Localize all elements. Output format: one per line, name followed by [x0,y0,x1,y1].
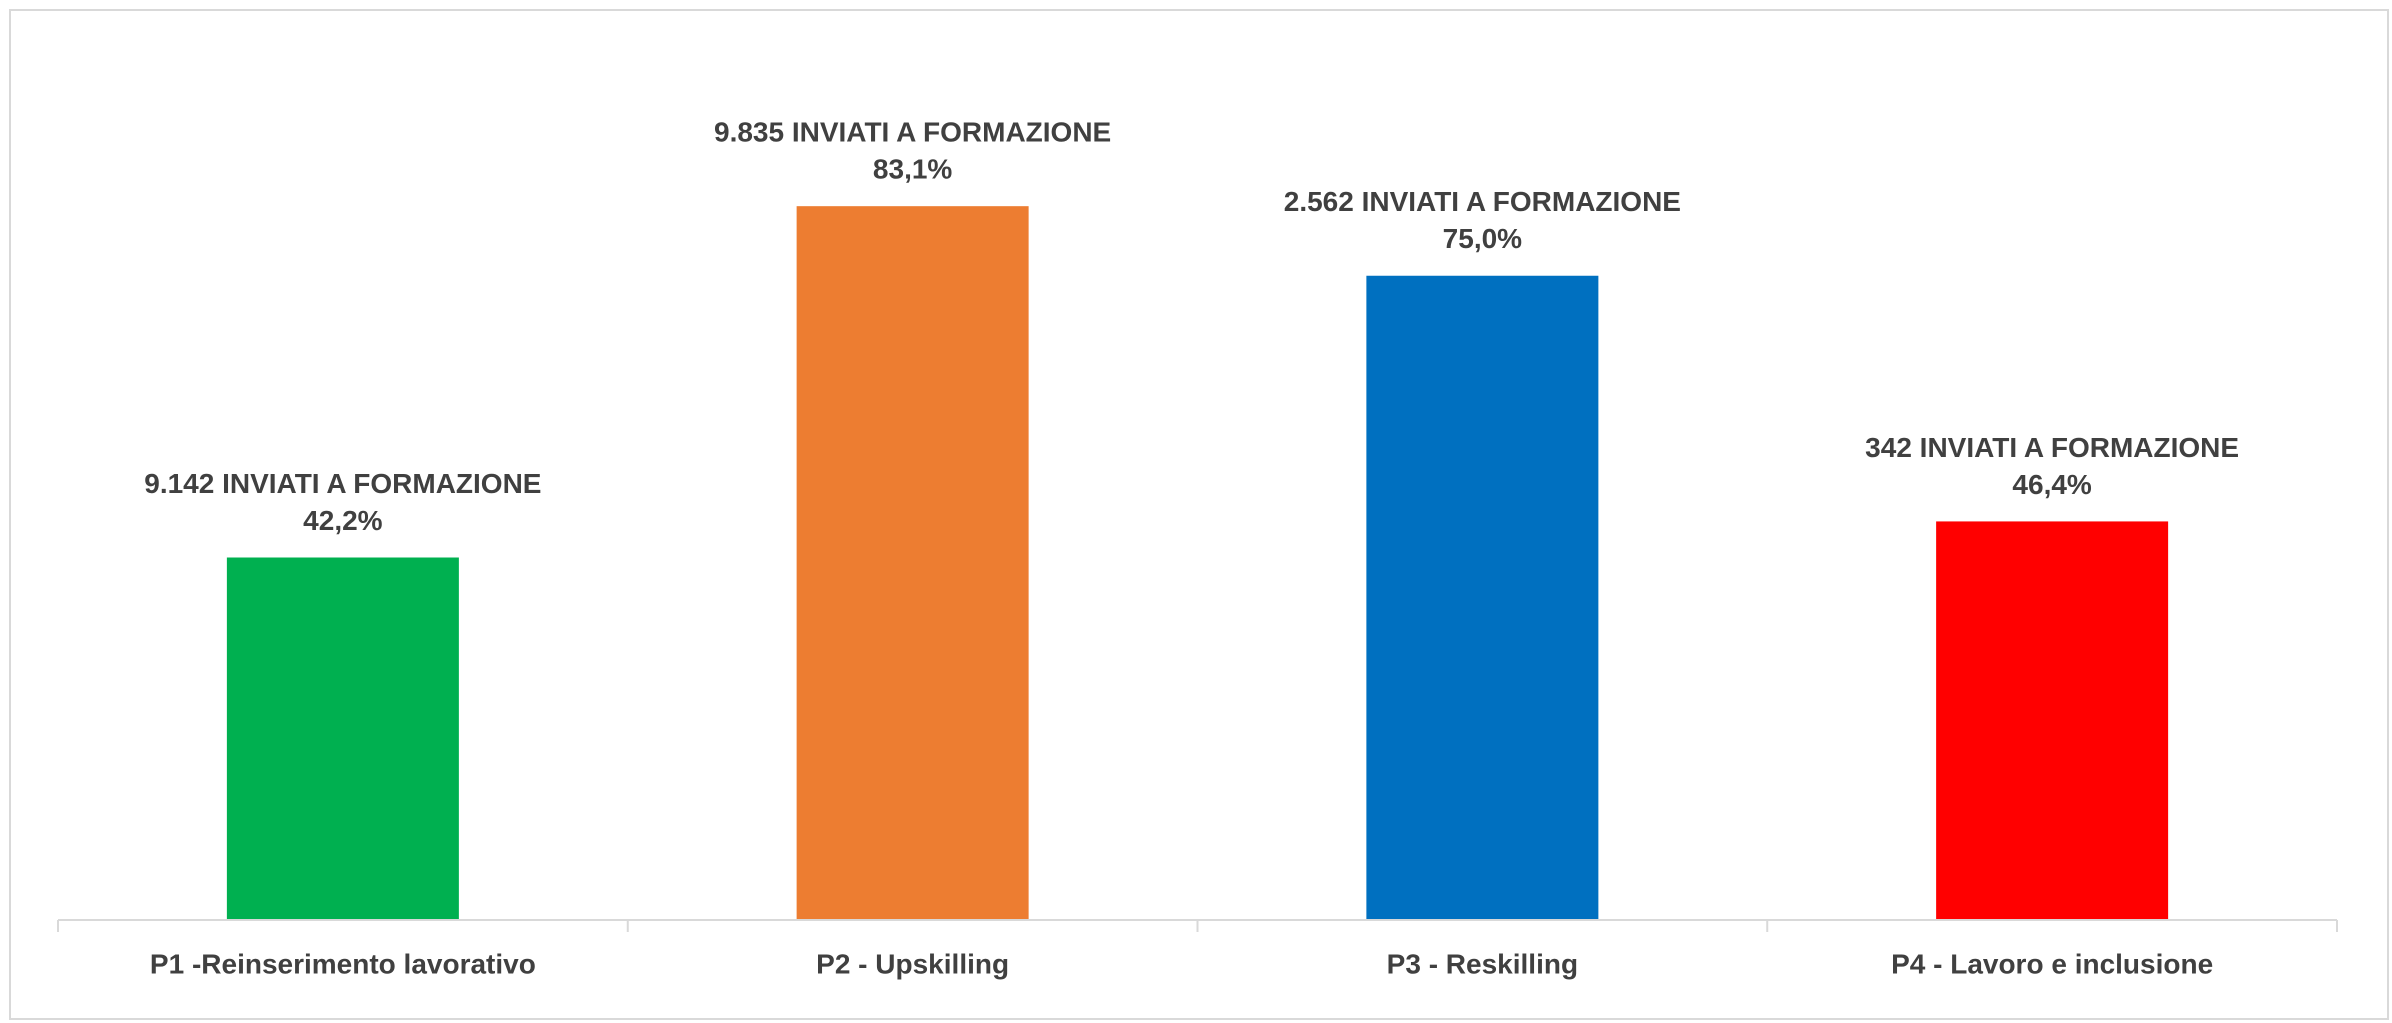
value-label: 83,1% [873,154,952,185]
bar [226,557,459,920]
annotation: 9.835 INVIATI A FORMAZIONE [714,117,1111,148]
value-label: 75,0% [1443,223,1522,254]
x-tick-label: P2 - Upskilling [816,948,1009,979]
annotation: 9.142 INVIATI A FORMAZIONE [144,468,541,499]
value-label: 42,2% [303,505,382,536]
x-tick-label: P3 - Reskilling [1387,948,1578,979]
bar [1936,521,2169,920]
annotation: 342 INVIATI A FORMAZIONE [1865,432,2239,463]
bar [1366,275,1599,920]
x-tick-label: P1 -Reinserimento lavorativo [150,948,536,979]
x-tick-label: P4 - Lavoro e inclusione [1891,948,2213,979]
bar [796,206,1029,920]
value-label: 46,4% [2012,469,2091,500]
annotation: 2.562 INVIATI A FORMAZIONE [1284,186,1681,217]
